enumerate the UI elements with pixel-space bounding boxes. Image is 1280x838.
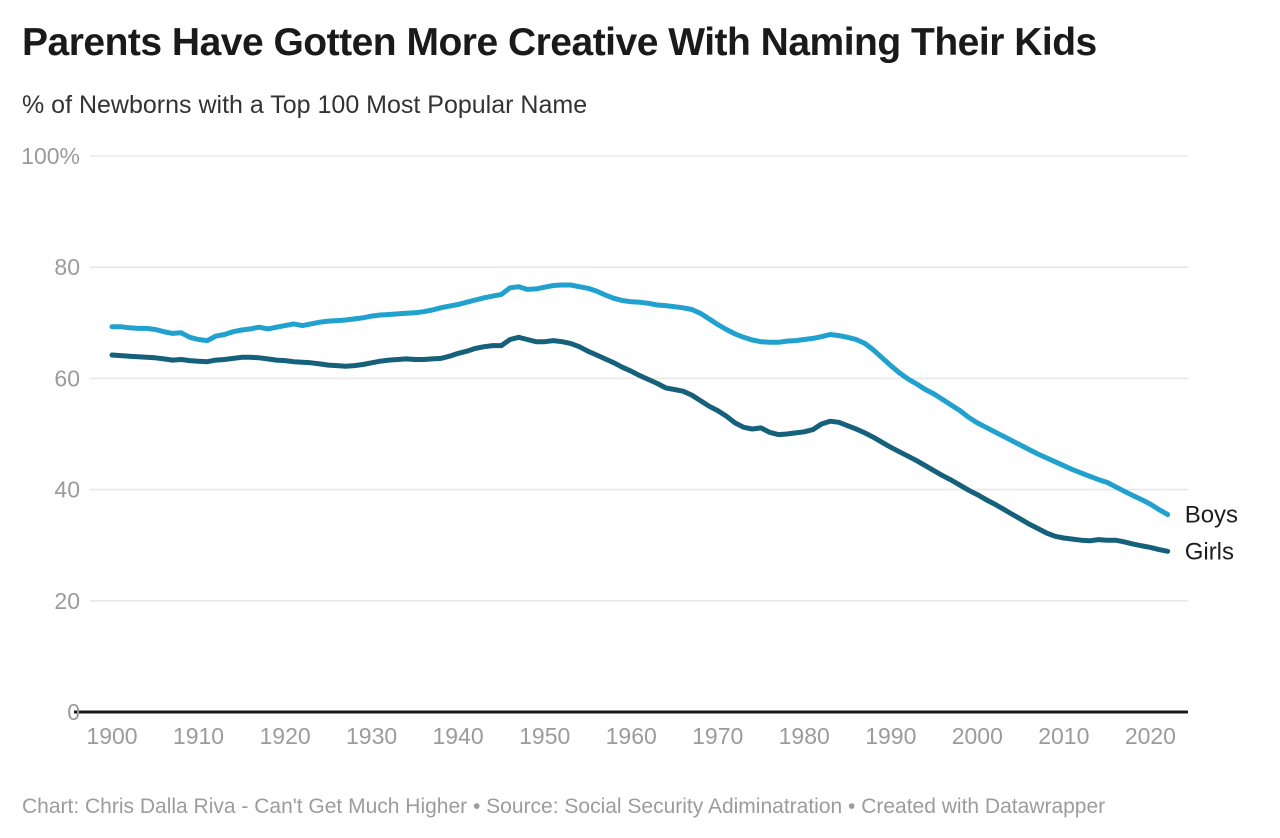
y-tick-label-0: 0 xyxy=(67,699,80,725)
chart-subtitle: % of Newborns with a Top 100 Most Popula… xyxy=(22,91,588,119)
series-end-label-girls: Girls xyxy=(1185,538,1234,565)
x-tick-label-1970: 1970 xyxy=(692,723,743,749)
series-line-boys xyxy=(109,282,1171,518)
y-tick-label-100: 100% xyxy=(21,143,80,169)
x-tick-label-1980: 1980 xyxy=(779,723,830,749)
x-tick-label-2010: 2010 xyxy=(1038,723,1089,749)
x-tick-label-1930: 1930 xyxy=(346,723,397,749)
y-tick-label-20: 20 xyxy=(54,588,80,614)
x-tick-label-1950: 1950 xyxy=(519,723,570,749)
x-tick-label-1940: 1940 xyxy=(433,723,484,749)
x-tick-label-1910: 1910 xyxy=(173,723,224,749)
x-tick-label-1960: 1960 xyxy=(606,723,657,749)
x-tick-label-1990: 1990 xyxy=(865,723,916,749)
series-end-label-boys: Boys xyxy=(1185,502,1238,529)
y-tick-label-60: 60 xyxy=(54,365,80,391)
y-tick-label-80: 80 xyxy=(54,254,80,280)
series-line-girls xyxy=(109,334,1171,554)
x-tick-label-2000: 2000 xyxy=(952,723,1003,749)
x-tick-label-2020: 2020 xyxy=(1125,723,1176,749)
x-tick-label-1900: 1900 xyxy=(86,723,137,749)
chart-footer-attribution: Chart: Chris Dalla Riva - Can't Get Much… xyxy=(22,795,1106,818)
y-tick-label-40: 40 xyxy=(54,477,80,503)
x-tick-label-1920: 1920 xyxy=(260,723,311,749)
chart-title: Parents Have Gotten More Creative With N… xyxy=(22,21,1097,64)
